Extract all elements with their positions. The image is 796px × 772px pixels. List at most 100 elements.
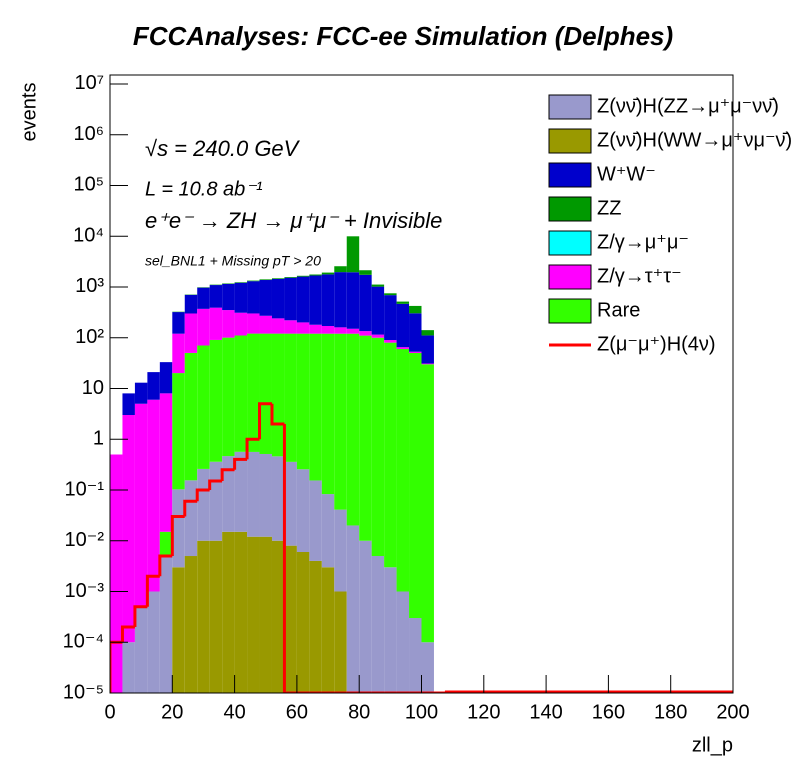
bar-segment: [259, 333, 272, 454]
bar-segment: [346, 333, 360, 526]
legend-swatch: [548, 230, 592, 256]
bar-segment: [247, 451, 260, 537]
y-tick-label: 10: [82, 377, 104, 399]
bar-segment: [209, 339, 223, 462]
bar-segment: [122, 415, 135, 643]
bar-segment: [384, 340, 397, 343]
signal-step: [245, 437, 260, 460]
bar-segment: [197, 308, 210, 346]
bar-segment: [172, 312, 185, 334]
x-axis-label: zll_p: [692, 734, 733, 756]
x-tick-label: 100: [405, 701, 438, 723]
bar-segment: [334, 266, 347, 273]
bar-segment: [172, 373, 185, 490]
signal-step: [282, 423, 297, 693]
bar-segment: [271, 540, 285, 693]
bar-segment: [284, 545, 297, 693]
y-tick-label: 10³: [75, 275, 104, 297]
y-tick-label: 10⁻¹: [65, 478, 105, 500]
bar-segment: [359, 274, 372, 332]
bar-segment: [134, 403, 148, 607]
bar-segment: [421, 642, 434, 693]
bar-segment: [334, 509, 347, 592]
bar-segment: [222, 531, 235, 693]
legend-swatch: [548, 128, 592, 154]
bar-segment: [209, 307, 223, 340]
bar-segment: [321, 326, 335, 334]
signal-step: [145, 574, 160, 607]
bar-segment: [122, 642, 135, 693]
bar-segment: [134, 382, 148, 404]
bar-segment: [234, 335, 248, 452]
y-tick-label: 10²: [75, 326, 104, 348]
bar-segment: [384, 293, 397, 296]
x-tick-label: 60: [286, 701, 308, 723]
legend-label: Z(νν̄)H(ZZ→μ⁺μ⁻νν̄): [597, 95, 779, 117]
bar-segment: [234, 451, 248, 532]
signal-step: [270, 403, 285, 426]
bar-segment: [184, 480, 198, 557]
bar-segment: [159, 531, 173, 557]
annotation: √s = 240.0 GeV: [145, 136, 301, 161]
y-tick-label: 10⁶: [74, 123, 104, 145]
bar-segment: [296, 275, 310, 277]
bar-segment: [309, 560, 322, 693]
signal-step: [233, 457, 248, 470]
bar-segment: [247, 333, 260, 452]
bar-segment: [259, 453, 272, 537]
bar-segment: [271, 278, 285, 319]
annotation: L = 10.8 ab⁻¹: [145, 178, 263, 200]
bar-segment: [309, 333, 322, 481]
bar-segment: [184, 294, 198, 314]
bar-segment: [284, 277, 297, 278]
legend-label: W⁺W⁻: [597, 163, 656, 185]
y-tick-label: 10⁵: [73, 174, 104, 196]
signal-step: [170, 515, 185, 557]
legend-swatch: [548, 264, 592, 290]
bar-segment: [346, 328, 360, 334]
bar-segment: [184, 313, 198, 353]
bar-segment: [296, 469, 310, 552]
bar-segment: [309, 480, 322, 561]
y-tick-label: 10⁻²: [65, 529, 105, 551]
bar-segment: [309, 275, 322, 325]
bar-segment: [396, 301, 410, 304]
bar-segment: [284, 461, 297, 546]
bar-segment: [234, 282, 248, 283]
bar-segment: [259, 315, 272, 334]
bar-segment: [334, 591, 347, 693]
bar-segment: [309, 274, 322, 276]
bar-segment: [359, 335, 372, 541]
x-tick-label: 40: [223, 701, 245, 723]
bar-segment: [259, 279, 272, 281]
bar-segment: [396, 347, 410, 349]
bar-segment: [296, 551, 310, 693]
bar-segment: [184, 556, 198, 693]
bar-segment: [172, 489, 185, 568]
bar-segment: [371, 334, 385, 338]
bar-segment: [222, 283, 235, 311]
bar-segment: [409, 352, 422, 619]
signal-step: [158, 554, 173, 577]
bar-segment: [147, 372, 160, 400]
bar-segment: [371, 286, 385, 335]
x-tick-label: 140: [529, 701, 562, 723]
bar-segment: [234, 282, 248, 313]
y-tick-label: 10⁴: [73, 224, 104, 246]
bar-segment: [159, 556, 173, 693]
bar-segment: [371, 556, 385, 693]
bar-segment: [409, 313, 422, 352]
signal-step: [258, 402, 272, 440]
bar-segment: [421, 364, 434, 643]
legend-swatch: [548, 196, 592, 222]
bar-segment: [321, 494, 335, 568]
legend-label: Z/γ→τ⁺τ⁻: [597, 265, 682, 287]
bar-segment: [247, 281, 260, 314]
bar-segment: [271, 318, 285, 334]
bar-segment: [197, 540, 210, 693]
bar-segment: [396, 303, 410, 348]
bar-segment: [222, 456, 235, 532]
bar-segment: [334, 333, 347, 510]
bar-segment: [271, 456, 285, 541]
